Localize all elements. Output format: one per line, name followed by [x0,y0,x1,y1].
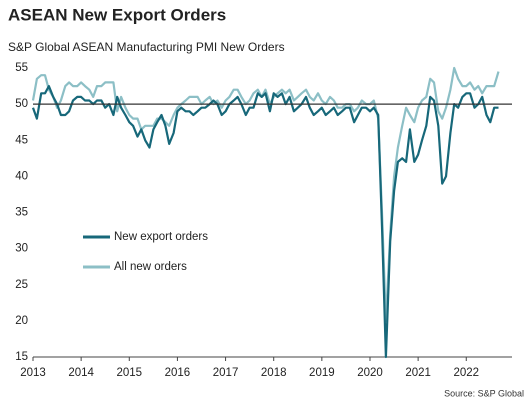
legend-label: New export orders [114,231,208,243]
y-tick-label: 20 [15,315,28,327]
y-tick-label: 50 [15,98,28,110]
y-tick-label: 40 [15,170,28,182]
chart-subtitle: S&P Global ASEAN Manufacturing PMI New O… [8,40,285,54]
y-tick-label: 45 [15,134,28,146]
y-tick-label: 15 [15,351,28,363]
chart-title: ASEAN New Export Orders [8,5,226,24]
y-tick-label: 25 [15,279,28,291]
x-tick-label: 2022 [453,367,479,379]
x-tick-label: 2018 [261,367,287,379]
x-tick-label: 2014 [68,367,94,379]
x-tick-label: 2016 [165,367,191,379]
x-tick-label: 2019 [309,367,335,379]
y-tick-label: 30 [15,243,28,255]
y-tick-label: 55 [15,62,28,74]
y-tick-label: 35 [15,207,28,219]
legend-label: All new orders [114,261,187,273]
series-line [31,85,499,359]
x-tick-label: 2015 [116,367,142,379]
x-tick-label: 2017 [213,367,239,379]
source: Source: S&P Global [444,388,524,398]
series-line [31,66,500,322]
x-tick-label: 2020 [357,367,383,379]
x-tick-label: 2021 [405,367,431,379]
x-tick-label: 2013 [20,367,46,379]
